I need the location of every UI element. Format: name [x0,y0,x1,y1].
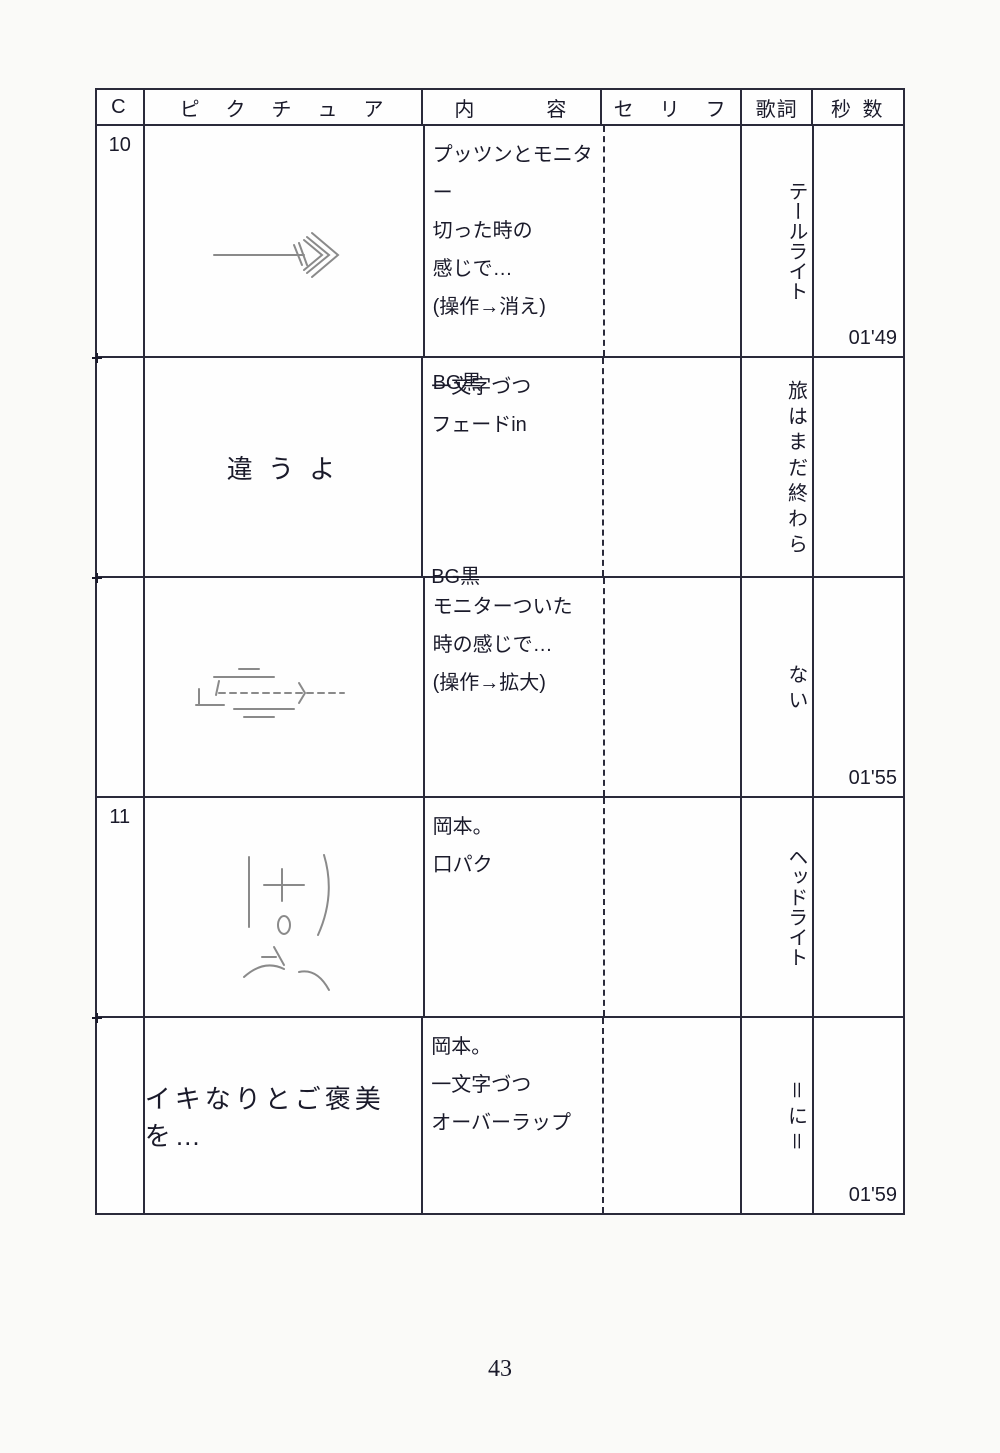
storyboard-row: イキなりとご褒美を…岡本。 一文字づつ オーバーラップ ＝ に ＝ 01'59 [97,1018,903,1213]
cut-number-cell: 10 [97,126,145,356]
tick-mark [92,1011,102,1025]
lyrics-cell: ヘッドライト [742,798,814,1016]
seconds-value: 01'49 [849,327,897,350]
seconds-value: 01'55 [849,767,897,790]
header-picture: ピ ク チ ュ ア [145,90,424,126]
naiyou-cell: モニターついた 時の感じで… (操作→拡大) [425,578,604,796]
header-row: C ピ ク チ ュ ア 内 容 セ リ フ 歌詞 秒 数 [97,90,903,126]
dashed-separator [602,358,604,576]
header-naiyou: 内 容 [423,90,602,126]
dashed-separator [603,126,605,356]
serifu-cell [603,126,742,356]
serifu-cell [603,578,742,796]
header-seconds: 秒 数 [813,90,903,126]
naiyou-cell: プッツンとモニター 切った時の 感じで… (操作→消え) BG黒 [425,126,604,356]
lyrics-cell: ＝ に ＝ [742,1018,814,1213]
picture-sketch [144,577,424,797]
seconds-cell [814,798,903,1016]
tick-mark [92,351,102,365]
lyrics-cell: 旅 は ま だ 終 わ ら [742,358,814,576]
storyboard-row: 違 う よ 一文字づつ フェードin BG黒 旅 は ま だ 終 わ ら [97,358,903,578]
storyboard-row: モニターついた 時の感じで… (操作→拡大) な い 01'55 [97,578,903,798]
rows-container: 10 プッツンとモニター 切った時の 感じで… (操作→消え) BG黒 テールライ… [97,126,903,1213]
storyboard-row: 11 岡本。 口パク ヘッドライト [97,798,903,1018]
lyrics-cell: テールライト [742,126,814,356]
serifu-cell [603,798,742,1016]
seconds-cell: 01'55 [814,578,903,796]
serifu-cell [602,1018,741,1213]
picture-text: 違 う よ [227,449,339,486]
cut-number-cell [97,578,145,796]
storyboard-sheet: C ピ ク チ ュ ア 内 容 セ リ フ 歌詞 秒 数 10 プッツンとモニタ… [95,88,905,1215]
seconds-cell [814,358,904,576]
seconds-cell: 01'59 [814,1018,904,1213]
cut-number-cell [97,1018,145,1213]
picture-text: イキなりとご褒美を… [145,1079,421,1153]
seconds-cell: 01'49 [814,126,903,356]
header-cut: C [97,90,145,126]
lyrics-cell: な い [742,578,814,796]
naiyou-cell: 岡本。 口パク [425,798,604,1016]
picture-cell [145,578,425,796]
naiyou-cell: 一文字づつ フェードin BG黒 [423,358,602,576]
picture-cell [145,798,425,1016]
page-number: 43 [488,1356,512,1383]
serifu-cell [602,358,741,576]
tick-mark [92,571,102,585]
header-lyrics: 歌詞 [742,90,814,126]
seconds-value: 01'59 [849,1184,897,1207]
dashed-separator [603,798,605,1016]
dashed-separator [603,578,605,796]
dashed-separator [602,1018,604,1213]
picture-cell: イキなりとご褒美を… [145,1018,423,1213]
picture-sketch [144,125,424,357]
picture-sketch [144,797,424,1017]
header-serifu: セ リ フ [602,90,741,126]
naiyou-cell: 岡本。 一文字づつ オーバーラップ [423,1018,602,1213]
cut-number-cell: 11 [97,798,145,1016]
storyboard-row: 10 プッツンとモニター 切った時の 感じで… (操作→消え) BG黒 テールライ… [97,126,903,358]
cut-number-cell [97,358,145,576]
picture-cell: 違 う よ [145,358,423,576]
picture-cell [145,126,425,356]
